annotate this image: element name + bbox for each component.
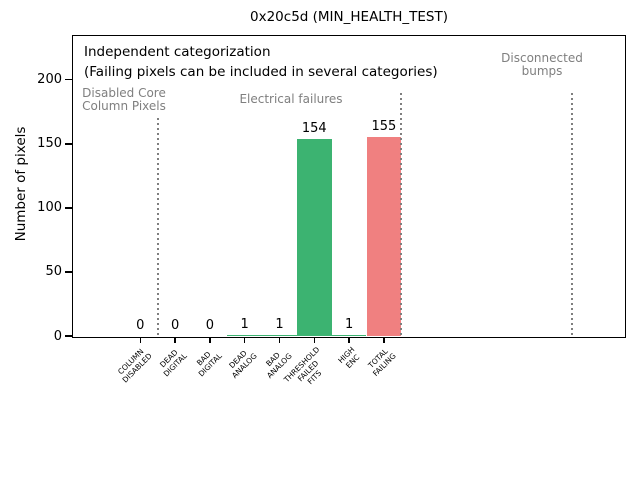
annotation-line-2: (Failing pixels can be included in sever… [84,64,438,80]
section-label-electrical-failures: Electrical failures [239,92,343,106]
x-tick-label-text: HIGH ENC [336,345,362,371]
section-divider-line [400,93,402,337]
bar [296,138,332,336]
y-tick-label: 50 [45,264,62,280]
y-tick-label: 0 [53,328,62,344]
x-tick-mark [313,338,315,343]
y-tick-mark [65,335,72,337]
bar-value-label: 1 [240,316,249,332]
annotation-line-1: Independent categorization [84,44,271,60]
x-tick-label-text: TOTAL FAILING [366,346,398,379]
y-tick-label: 200 [37,72,62,88]
x-tick-mark [209,338,211,343]
bar-value-label: 155 [371,119,397,135]
x-tick-mark [348,338,350,343]
y-tick-mark [65,207,72,209]
section-label-disconnected-bumps: Disconnected bumps [501,51,583,78]
bar [331,334,367,336]
plot-area [72,35,626,338]
bar [227,334,263,336]
y-tick-label: 150 [37,136,62,152]
bar-value-label: 154 [301,120,327,136]
y-tick-label: 100 [37,200,62,216]
bar [262,334,297,336]
bar-value-label: 0 [170,318,180,333]
bar-value-label: 0 [136,318,145,333]
bar-value-label: 1 [275,316,284,332]
section-divider-line [156,118,159,337]
bar [366,137,402,336]
x-tick-mark [383,338,385,343]
chart-title: 0x20c5d (MIN_HEALTH_TEST) [250,9,448,25]
x-tick-mark [174,338,176,343]
bar-value-label: 0 [205,318,215,333]
x-tick-mark [278,338,281,343]
x-tick-mark [139,338,141,343]
y-tick-mark [65,79,72,81]
section-divider-line [571,93,573,337]
y-tick-mark [65,143,72,145]
y-tick-mark [65,271,72,273]
x-tick-mark [244,338,246,343]
section-label-disabled-core-column-pixels: Disabled Core Column Pixels [82,86,166,113]
bar-value-label: 1 [344,316,354,332]
